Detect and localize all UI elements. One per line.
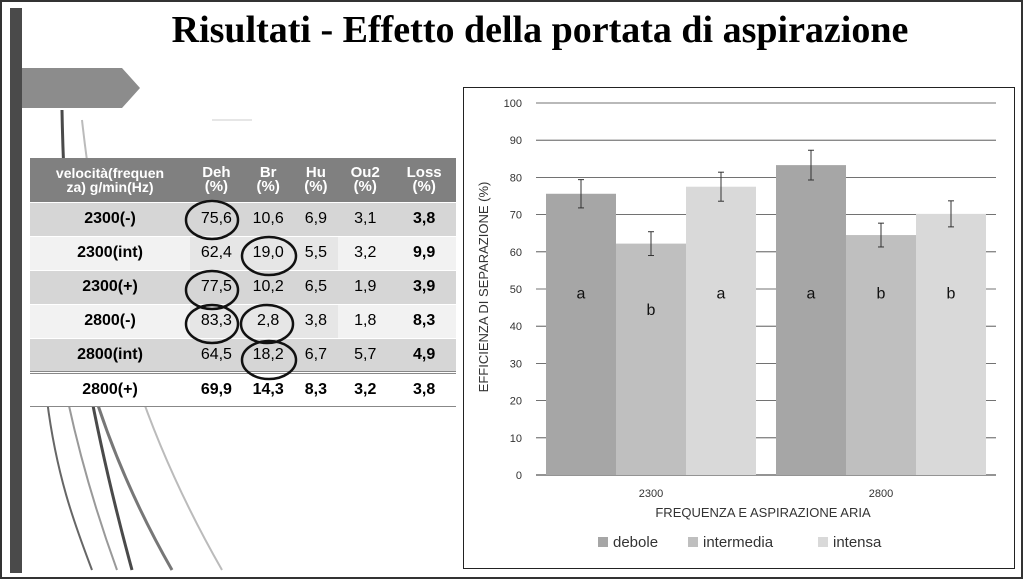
cell: 6,7 — [293, 337, 339, 372]
significance-letter: b — [647, 302, 656, 319]
header-br: Br (%) — [242, 158, 294, 202]
cell: 2300(-) — [30, 201, 190, 236]
cell: 14,3 — [242, 370, 294, 407]
cell: 2800(int) — [30, 337, 190, 372]
cell: 6,5 — [293, 269, 339, 304]
table-row: 2800(-) 83,3 2,8 3,8 1,8 8,3 — [30, 303, 456, 338]
cell: 2300(int) — [30, 235, 190, 270]
arrow-decoration — [22, 68, 140, 108]
table-header-row: velocità(frequen za) g/min(Hz) Deh (%) Br(… — [30, 158, 456, 202]
chart-frame — [463, 87, 1015, 569]
header-ou2: Ou2 (%) — [338, 158, 393, 202]
cell: 2,8 — [242, 303, 294, 338]
table-row: 2300(+) 77,5 10,2 6,5 1,9 3,9 — [30, 269, 456, 304]
header-hu: Hu (%) — [293, 158, 339, 202]
table-row: 2300(-) 75,6 10,6 6,9 3,1 3,8 — [30, 201, 456, 236]
y-tick-label: 90 — [510, 135, 522, 147]
cell: 19,0 — [242, 235, 294, 270]
legend-swatch-intermedia — [688, 537, 698, 547]
table-row: 2800(int) 64,5 18,2 6,7 5,7 4,9 — [30, 337, 456, 372]
cell: 4,9 — [392, 337, 456, 372]
legend-label-intensa: intensa — [833, 534, 882, 551]
header-loss: Loss (%) — [392, 158, 456, 202]
x-axis-label: FREQUENZA E ASPIRAZIONE ARIA — [655, 505, 871, 520]
bar-intermedia-2300 — [616, 243, 686, 475]
cell: 62,4 — [190, 235, 243, 270]
cell: 83,3 — [190, 303, 243, 338]
cell: 2800(+) — [30, 370, 190, 407]
cell: 8,3 — [392, 303, 456, 338]
bar-chart: 0 10 20 30 40 50 60 70 80 90 100 a b a 2300 a b b 2800 EFF… — [476, 98, 996, 551]
header-velocita: velocità(frequen za) g/min(Hz) — [30, 158, 190, 202]
cell: 9,9 — [392, 235, 456, 270]
significance-letter: b — [947, 285, 956, 302]
cell: 3,8 — [392, 201, 456, 236]
significance-letter: b — [877, 285, 886, 302]
table-row: 2800(+) 69,9 14,3 8,3 3,2 3,8 — [30, 370, 456, 407]
cell: 3,2 — [338, 235, 393, 270]
cell: 10,6 — [242, 201, 294, 236]
cell: 3,8 — [293, 303, 339, 338]
cell: 75,6 — [190, 201, 243, 236]
significance-letter: a — [807, 285, 816, 302]
bar-intensa-2300 — [686, 186, 756, 475]
cell: 5,5 — [293, 235, 339, 270]
y-tick-label: 100 — [504, 98, 522, 110]
y-tick-label: 70 — [510, 210, 522, 222]
slide-title: Risultati - Effetto della portata di asp… — [171, 9, 909, 51]
legend-label-intermedia: intermedia — [703, 534, 774, 551]
bar-debole-2300 — [546, 193, 616, 475]
cell: 77,5 — [190, 269, 243, 304]
legend-swatch-debole — [598, 537, 608, 547]
y-tick-label: 50 — [510, 284, 522, 296]
x-tick-label: 2800 — [869, 488, 893, 500]
cell: 3,9 — [392, 269, 456, 304]
cell: 6,9 — [293, 201, 339, 236]
y-tick-label: 80 — [510, 172, 522, 184]
cell: 3,2 — [338, 370, 393, 407]
x-tick-label: 2300 — [639, 488, 663, 500]
legend-swatch-intensa — [818, 537, 828, 547]
bar-intermedia-2800 — [846, 235, 916, 475]
cell: 69,9 — [190, 370, 243, 407]
y-tick-label: 30 — [510, 358, 522, 370]
significance-letter: a — [577, 285, 586, 302]
significance-letter: a — [717, 285, 726, 302]
header-deh: Deh (%) — [190, 158, 243, 202]
y-axis-label: EFFICIENZA DI SEPARAZIONE (%) — [476, 182, 491, 393]
cell: 10,2 — [242, 269, 294, 304]
table-row: 2300(int) 62,4 19,0 5,5 3,2 9,9 — [30, 235, 456, 270]
y-tick-label: 20 — [510, 396, 522, 408]
cell: 1,9 — [338, 269, 393, 304]
bar-debole-2800 — [776, 165, 846, 475]
cell: 3,1 — [338, 201, 393, 236]
cell: 1,8 — [338, 303, 393, 338]
y-tick-label: 60 — [510, 247, 522, 259]
cell: 3,8 — [392, 370, 456, 407]
cell: 64,5 — [190, 337, 243, 372]
cell: 8,3 — [293, 370, 339, 407]
y-tick-label: 10 — [510, 433, 522, 445]
cell: 2300(+) — [30, 269, 190, 304]
cell: 2800(-) — [30, 303, 190, 338]
results-table: velocità(frequen za) g/min(Hz) Deh (%) Br(… — [30, 158, 456, 407]
bar-intensa-2800 — [916, 213, 986, 475]
y-tick-label: 0 — [516, 470, 522, 482]
cell: 5,7 — [338, 337, 393, 372]
legend-label-debole: debole — [613, 534, 658, 551]
left-accent-bar — [10, 8, 22, 573]
y-tick-label: 40 — [510, 321, 522, 333]
cell: 18,2 — [242, 337, 294, 372]
